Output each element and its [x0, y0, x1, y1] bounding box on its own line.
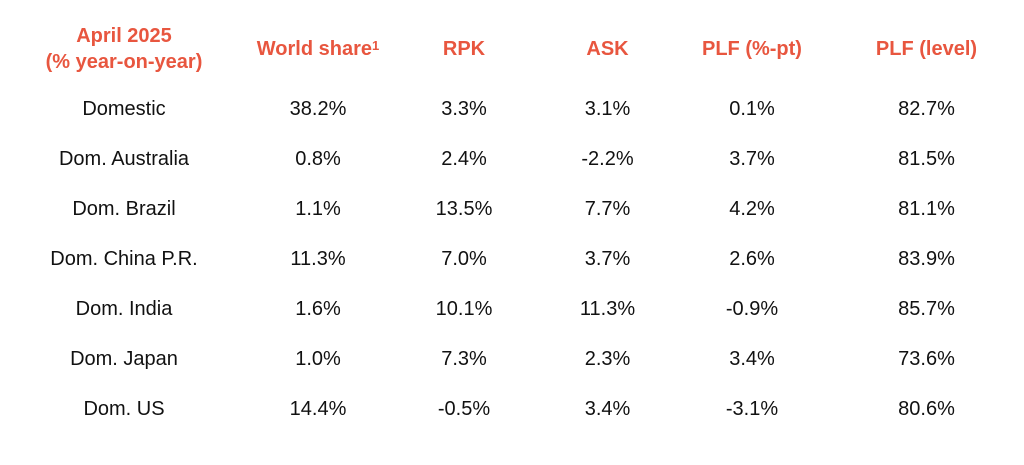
plf-level-value: 81.1% — [898, 197, 955, 220]
plf-level-value: 83.9% — [898, 247, 955, 270]
header-ask: ASK — [586, 38, 629, 60]
rpk-value: -0.5% — [437, 397, 491, 420]
ask-value: 11.3% — [579, 297, 636, 320]
header-plf-level: PLF (level) — [875, 38, 978, 60]
ask-value: 3.7% — [584, 247, 631, 270]
rpk-value: 7.3% — [441, 347, 487, 370]
world-share-value: 0.8% — [295, 147, 341, 170]
market-name: Dom. Japan — [70, 347, 178, 370]
world-share-value: 14.4% — [289, 397, 347, 420]
plf-pt-value: 3.7% — [729, 147, 775, 170]
market-name: Dom. US — [83, 397, 165, 420]
table-row: Dom. China P.R. 11.3% 7.0% 3.7% 2.6% 83.… — [0, 234, 1024, 284]
table-header: April 2025 (% year-on-year) World share1… — [0, 14, 1024, 84]
ask-value: 3.4% — [584, 397, 631, 420]
ask-value: 3.1% — [584, 97, 631, 120]
market-name: Domestic — [82, 97, 166, 120]
world-share-value: 1.6% — [295, 297, 341, 320]
ask-value: 2.3% — [584, 347, 631, 370]
plf-level-value: 80.6% — [898, 397, 955, 420]
plf-level-value: 82.7% — [898, 97, 955, 120]
table-row: Dom. Brazil 1.1% 13.5% 7.7% 4.2% 81.1% — [0, 184, 1024, 234]
header-period-line1: April 2025 — [76, 25, 172, 47]
header-period-line2: (% year-on-year) — [45, 51, 203, 73]
rpk-value: 13.5% — [435, 197, 493, 220]
ask-value: 7.7% — [584, 197, 631, 220]
world-share-value: 38.2% — [289, 97, 347, 120]
plf-pt-value: 2.6% — [729, 247, 775, 270]
world-share-value: 1.0% — [295, 347, 341, 370]
market-name: Dom. China P.R. — [50, 247, 198, 270]
header-world-share-label: World share — [256, 38, 372, 60]
plf-pt-value: 4.2% — [729, 197, 775, 220]
market-name: Dom. India — [75, 297, 173, 320]
world-share-value: 1.1% — [295, 197, 341, 220]
plf-level-value: 73.6% — [898, 347, 955, 370]
plf-pt-value: -3.1% — [725, 397, 779, 420]
header-rpk: RPK — [442, 38, 486, 60]
rpk-value: 7.0% — [441, 247, 487, 270]
plf-pt-value: 3.4% — [729, 347, 775, 370]
header-plf-pt: PLF (%-pt) — [702, 38, 802, 60]
domestic-traffic-table: April 2025 (% year-on-year) World share1… — [0, 14, 1024, 434]
table-row: Dom. Australia 0.8% 2.4% -2.2% 3.7% 81.5… — [0, 134, 1024, 184]
table-row: Domestic 38.2% 3.3% 3.1% 0.1% 82.7% — [0, 84, 1024, 134]
rpk-value: 3.3% — [441, 97, 487, 120]
header-period: April 2025 (% year-on-year) — [0, 14, 248, 84]
ask-value: -2.2% — [581, 147, 634, 170]
rpk-value: 2.4% — [441, 147, 487, 170]
plf-pt-value: -0.9% — [725, 297, 779, 320]
rpk-value: 10.1% — [435, 297, 493, 320]
header-world-share: World share1 — [248, 14, 388, 84]
market-name: Dom. Australia — [58, 147, 190, 170]
plf-level-value: 85.7% — [898, 297, 955, 320]
header-row: April 2025 (% year-on-year) World share1… — [0, 14, 1024, 84]
table-body: Domestic 38.2% 3.3% 3.1% 0.1% 82.7% Dom.… — [0, 84, 1024, 434]
plf-level-value: 81.5% — [898, 147, 955, 170]
table-row: Dom. US 14.4% -0.5% 3.4% -3.1% 80.6% — [0, 384, 1024, 434]
plf-pt-value: 0.1% — [729, 97, 775, 120]
footnote-marker: 1 — [371, 38, 380, 53]
table-row: Dom. Japan 1.0% 7.3% 2.3% 3.4% 73.6% — [0, 334, 1024, 384]
table-row: Dom. India 1.6% 10.1% 11.3% -0.9% 85.7% — [0, 284, 1024, 334]
market-name: Dom. Brazil — [72, 197, 176, 220]
world-share-value: 11.3% — [290, 247, 346, 270]
